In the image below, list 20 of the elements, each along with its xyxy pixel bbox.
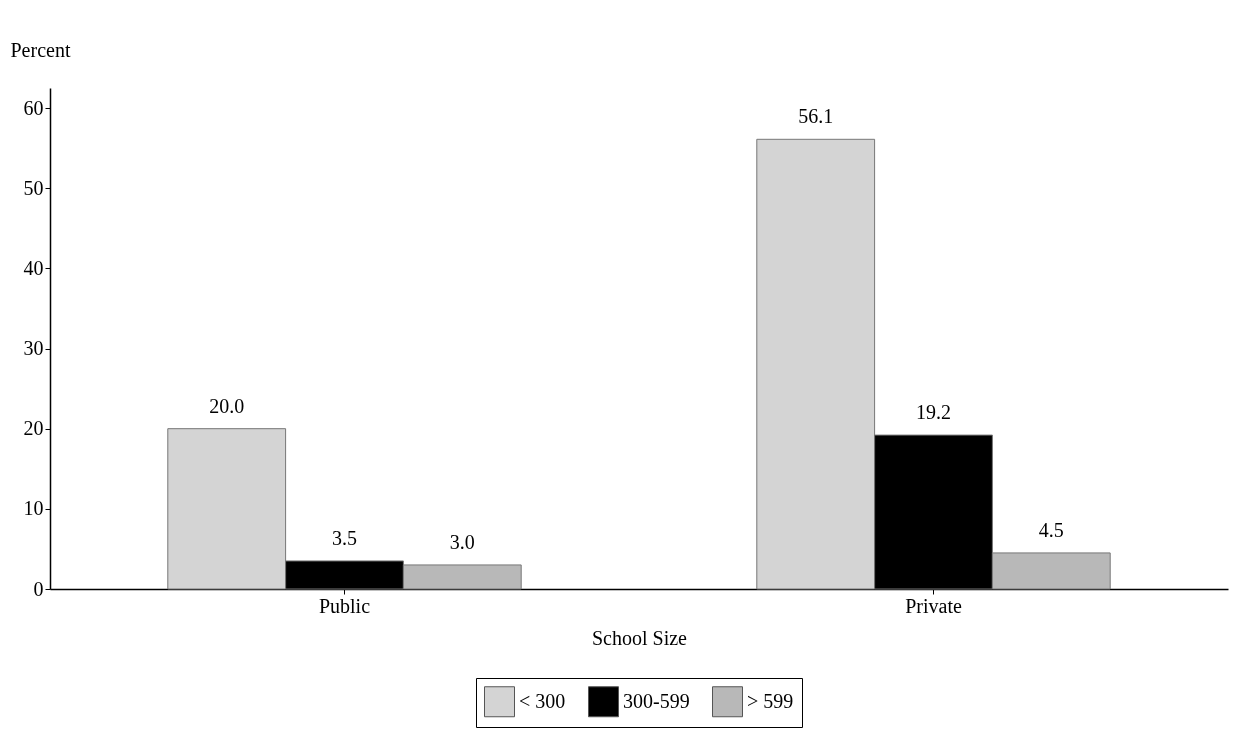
data-label: 3.0: [449, 530, 475, 553]
y-tick-label: 40: [23, 256, 44, 279]
legend-label: < 300: [519, 689, 566, 712]
y-tick-label: 60: [23, 96, 44, 119]
data-label: 4.5: [1038, 518, 1064, 541]
data-label: 3.5: [332, 526, 357, 549]
y-tick-label: 20: [23, 417, 44, 440]
x-tick-label: Private: [905, 594, 962, 617]
data-label: 56.1: [798, 105, 834, 128]
x-tick-label: Public: [318, 594, 371, 617]
legend-label: 300-599: [623, 689, 690, 712]
y-tick-label: 0: [33, 577, 44, 600]
y-tick-label: 50: [23, 176, 44, 199]
y-axis-title: Percent: [10, 38, 71, 61]
y-tick-label: 30: [23, 337, 44, 360]
x-axis-title: School Size: [592, 626, 688, 649]
data-label: 20.0: [209, 394, 245, 417]
data-label: 19.2: [916, 401, 951, 424]
y-tick-label: 10: [23, 497, 44, 520]
legend-label: > 599: [747, 689, 794, 712]
